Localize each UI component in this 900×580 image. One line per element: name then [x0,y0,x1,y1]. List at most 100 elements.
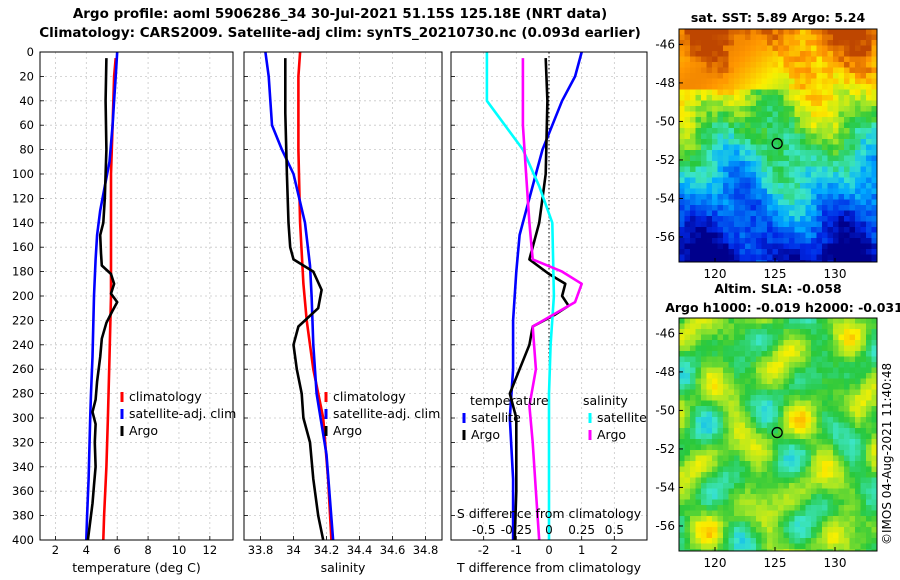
map-cell [690,439,696,445]
map-cell [849,106,856,112]
map-cell [690,329,696,335]
map-cell [871,106,878,112]
map-cell [695,439,702,445]
map-cell [794,411,801,418]
map-cell [761,329,768,335]
map-cell [767,433,773,440]
map-cell [767,411,773,418]
map-cell [728,205,735,211]
map-cell [783,139,790,145]
map-cell [805,155,812,162]
map-cell [772,183,779,189]
map-cell [679,521,685,528]
map-cell [816,334,823,341]
map-cell [684,95,691,101]
map-cell [871,450,878,456]
map-cell [761,133,768,140]
map-cell [734,362,740,368]
map-cell [778,100,784,107]
map-cell [778,444,784,451]
map-cell [739,45,746,52]
map-cell [679,95,685,101]
map-cell [739,422,746,429]
map-cell [690,516,696,522]
map-cell [734,345,740,352]
map-y-tick-label: -52 [655,442,675,456]
map-cell [728,323,735,330]
map-cell [855,455,861,462]
map-cell [706,100,713,107]
map-cell [712,67,718,74]
map-cell [794,334,801,341]
map-cell [717,499,724,506]
map-cell [750,527,757,533]
map-cell [778,73,784,79]
map-cell [800,477,806,484]
map-cell [728,56,735,63]
map-cell [794,78,801,85]
map-cell [701,205,707,211]
map-cell [728,161,735,167]
map-cell [811,466,817,473]
map-cell [794,232,801,239]
map-cell [860,538,867,544]
map-cell [778,450,784,456]
map-cell [794,538,801,544]
map-cell [860,177,867,184]
map-cell [789,373,795,379]
map-cell [772,428,779,434]
map-cell [860,249,867,255]
map-cell [679,461,685,467]
map-cell [855,494,861,500]
map-cell [783,100,790,107]
map-cell [871,494,878,500]
map-cell [723,144,729,151]
figure-title-line2: Climatology: CARS2009. Satellite-adj cli… [39,25,641,41]
map-cell [866,351,872,357]
map-cell [701,29,707,35]
map-cell [783,128,790,134]
map-cell [723,384,729,390]
map-cell [827,210,834,217]
map-cell [734,172,740,178]
map-cell [745,422,751,429]
map-cell [800,406,806,412]
map-cell [811,521,817,528]
map-cell [772,450,779,456]
map-cell [805,133,812,140]
map-cell [778,362,784,368]
map-cell [745,254,751,261]
map-cell [717,95,724,101]
map-cell [684,67,691,74]
map-cell [844,144,850,151]
map-cell [695,417,702,423]
map-cell [767,417,773,423]
map-cell [750,51,757,57]
map-cell [789,433,795,440]
map-cell [833,323,839,330]
map-cell [822,422,828,429]
map-cell [712,455,718,462]
map-cell [750,439,757,445]
map-cell [844,340,850,346]
map-cell [789,389,795,396]
map-cell [712,29,718,35]
map-cell [750,150,757,156]
map-cell [778,422,784,429]
map-cell [789,527,795,533]
map-cell [717,62,724,68]
map-cell [745,367,751,374]
profile-panel-salinity: 33.8 34 34.2 34.4 34.6 34.8salinityclimatolog… [243,51,443,575]
map-cell [739,444,746,451]
map-cell [794,194,801,200]
map-cell [690,155,696,162]
map-cell [805,210,812,217]
map-cell [695,373,702,379]
map-cell [822,461,828,467]
map-cell [695,494,702,500]
map-cell [783,221,790,228]
map-cell [783,188,790,195]
map-cell [844,510,850,517]
map-cell [800,351,806,357]
map-cell [717,395,724,401]
